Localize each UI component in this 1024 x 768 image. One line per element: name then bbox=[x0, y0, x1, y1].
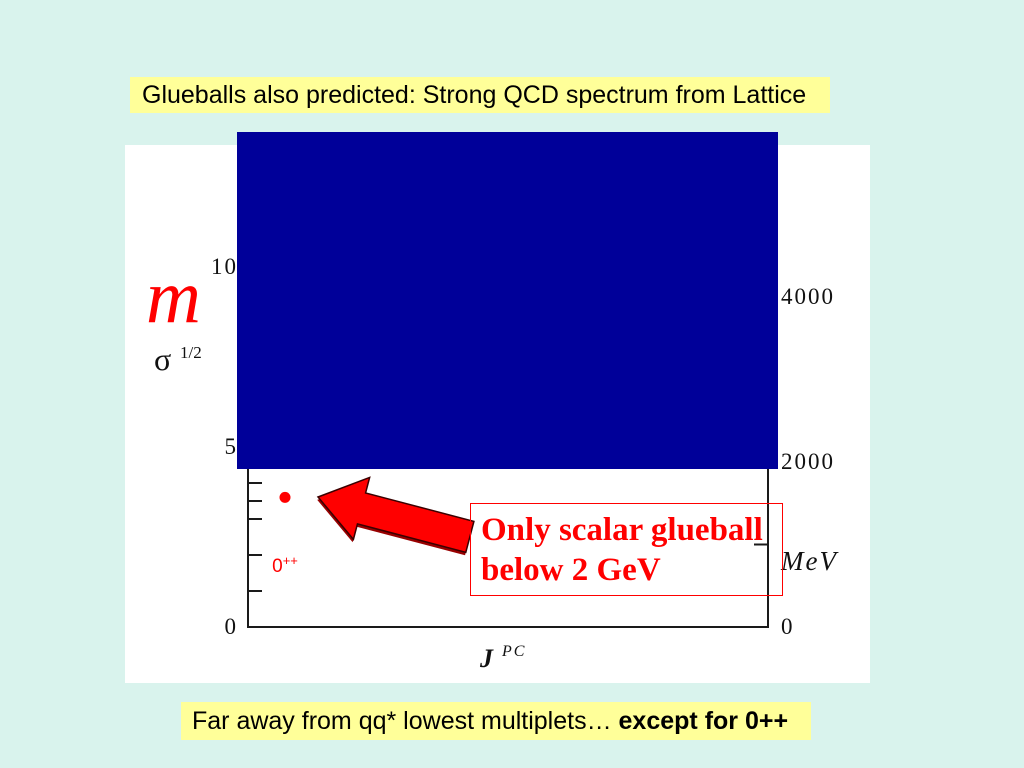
data-point-0pp bbox=[279, 491, 291, 503]
y-axis-label-m: m bbox=[146, 255, 201, 339]
category-label-base: 0 bbox=[272, 556, 283, 577]
left-tick-label: 5 bbox=[225, 434, 239, 459]
pointer-arrow bbox=[316, 476, 475, 556]
slide-title-text: Glueballs also predicted: Strong QCD spe… bbox=[142, 81, 807, 109]
callout-line-1: Only scalar glueball bbox=[481, 512, 763, 548]
footer-emphasis: except for 0++ bbox=[618, 707, 789, 735]
left-tick-label: 10 bbox=[211, 254, 238, 279]
y-axis-label-sigma: σ bbox=[154, 341, 171, 377]
left-tick-label: 0 bbox=[225, 614, 239, 639]
navy-cover-rectangle bbox=[237, 132, 778, 469]
footer-text: Far away from qq* lowest multiplets… bbox=[192, 707, 619, 735]
category-label: 0++ bbox=[272, 553, 298, 577]
arrow-body bbox=[316, 476, 475, 554]
slide-title: Glueballs also predicted: Strong QCD spe… bbox=[130, 77, 830, 113]
right-tick-label: 2000 bbox=[781, 449, 835, 474]
footer-note: Far away from qq* lowest multiplets… exc… bbox=[181, 702, 811, 740]
y-axis-label-exponent: 1/2 bbox=[180, 343, 202, 362]
right-tick-label: 4000 bbox=[781, 284, 835, 309]
x-axis-label-j: J bbox=[479, 644, 494, 673]
category-label-superscript: ++ bbox=[283, 553, 298, 568]
x-axis-label-pc: PC bbox=[501, 643, 526, 660]
callout-line-2: below 2 GeV bbox=[481, 552, 661, 588]
right-tick-label: 0 bbox=[781, 614, 795, 639]
callout-box: Only scalar glueball below 2 GeV bbox=[470, 503, 783, 596]
right-axis-unit-label: MeV bbox=[780, 546, 839, 576]
